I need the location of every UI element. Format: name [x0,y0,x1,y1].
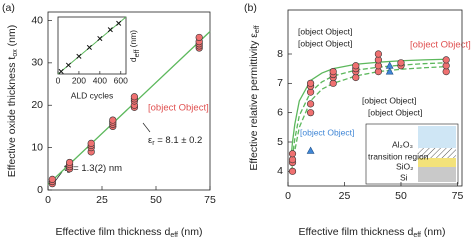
y-axis-label: Effective oxide thickness tox (nm) [6,25,19,178]
marker [288,167,297,175]
x-tick-label: 75 [452,190,464,202]
marker [116,20,122,26]
marker [442,56,450,64]
layer-label: SiO₂ [396,161,413,171]
annotation: [object Object] [362,95,416,105]
x-tick-label: 50 [395,190,407,202]
annotation: [object Object] [300,127,354,137]
marker [306,79,315,87]
panel-label: (b) [244,2,257,14]
annotation: [object Object] [368,107,422,117]
marker [397,59,405,67]
marker [352,62,360,70]
marker [65,158,74,167]
layer-label: Al₂O₃ [392,139,413,149]
annotation: [object Object] [298,38,352,48]
x-tick-label: 200 [72,75,86,85]
x-tick-label: 0 [285,190,291,202]
marker [374,50,382,58]
annotation: [object Object] [148,103,209,114]
panel-a: (a) Effective film thickness deff (nm) E… [2,2,216,239]
marker [288,150,297,158]
layer [418,158,456,167]
y-tick-label: 10 [31,141,43,153]
x-tick-label: 400 [93,75,107,85]
layer-label: Si [400,172,408,182]
y-tick-label: 20 [31,99,43,111]
plot-frame [47,11,211,191]
fit-line [290,58,447,154]
y-tick-label: 6 [277,106,283,118]
marker [306,100,315,108]
marker [385,67,394,75]
x-axis-label: Effective film thickness deff (nm) [299,226,446,239]
y-tick-label: 8 [277,48,283,60]
plot-frame [287,9,463,187]
x-tick-label: 25 [96,194,108,206]
marker [130,93,138,101]
x-tick-label: 0 [45,194,51,206]
marker [109,116,117,124]
marker [306,109,315,117]
y-tick-label: 0 [37,184,43,196]
marker [48,175,56,184]
y-tick-label: 7 [277,77,283,89]
annotation: [object Object] [298,26,352,36]
annotation: [object Object] [410,40,471,51]
y-tick-label: 30 [31,57,43,69]
layer [418,148,456,158]
fit-line [47,31,211,185]
panel-label: (a) [2,2,15,14]
marker [87,139,95,147]
annotation: εr = 8.1 ± 0.2 [148,135,202,147]
panel-b: (b) Effective film thickness deff (nm) E… [244,2,471,239]
marker [385,61,394,69]
plot-frame [57,16,127,75]
marker [107,27,113,33]
x-tick-label: 50 [150,194,162,206]
y-tick-label: 5 [277,136,283,148]
marker [65,62,72,68]
x-tick-label: 0 [56,75,61,85]
layer [418,126,456,148]
inset-y-label: deff (nm) [128,30,141,62]
marker [195,33,203,42]
inset-x-label: ALD cycles [71,90,114,100]
y-axis-label: Effective relative permittivity εeff [248,25,261,170]
x-tick-label: 25 [339,190,351,202]
marker [86,44,92,50]
marker [329,67,337,76]
marker [97,35,103,42]
marker [76,53,82,59]
layer-label: transition region [368,151,429,161]
y-tick-label: 4 [277,165,283,177]
x-tick-label: 75 [204,194,216,206]
y-tick-label: 40 [31,14,43,26]
marker [58,68,64,75]
x-axis-label: Effective film thickness deff (nm) [56,226,203,239]
fit-line [290,62,447,166]
x-tick-label: 600 [114,75,128,85]
layer [418,167,456,182]
marker [306,146,315,154]
pointer [142,122,151,133]
